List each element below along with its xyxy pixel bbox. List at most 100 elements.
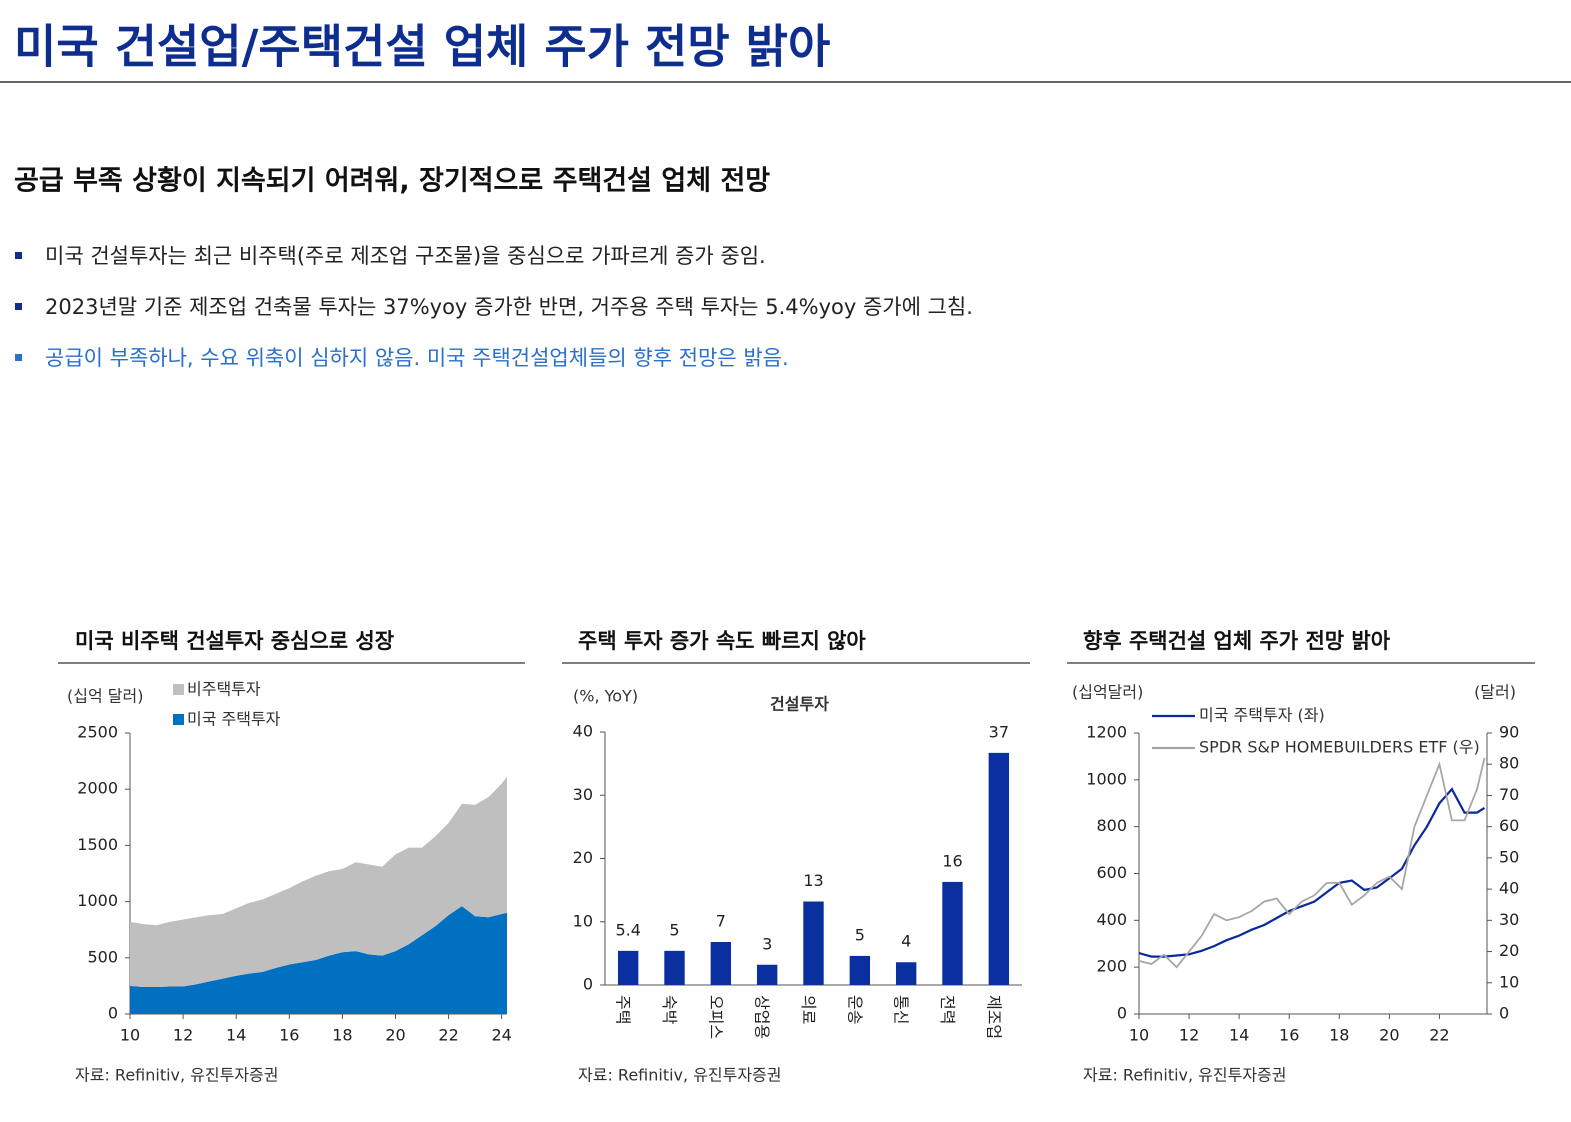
- y-tick-label: 40: [573, 722, 593, 741]
- legend-label: 미국 주택투자 (좌): [1199, 706, 1325, 725]
- bullet: 공급이 부족하나, 수요 위축이 심하지 않음. 미국 주택건설업체들의 향후 …: [45, 346, 789, 370]
- bullet-marker: [15, 252, 22, 259]
- x-tick-label: 12: [173, 1026, 193, 1045]
- y-tick-label: 10: [573, 911, 593, 930]
- inner-title: 건설투자: [770, 695, 829, 714]
- page-title: 미국 건설업/주택건설 업체 주가 전망 밝아: [14, 20, 830, 74]
- x-tick-label: 16: [1279, 1026, 1299, 1045]
- value-label: 16: [942, 851, 962, 870]
- y-tick-label: 1000: [1086, 769, 1127, 788]
- value-label: 7: [716, 911, 726, 930]
- chart-title: 미국 비주택 건설투자 중심으로 성장: [75, 629, 394, 653]
- y-tick-label: 20: [573, 848, 593, 867]
- bar: [849, 955, 871, 985]
- y2-tick-label: 60: [1499, 816, 1519, 835]
- x-tick-label: 10: [120, 1026, 140, 1045]
- y-tick-label: 30: [573, 785, 593, 804]
- x-tick-label: 의료: [799, 995, 818, 1024]
- y2-tick-label: 10: [1499, 972, 1519, 991]
- value-label: 3: [762, 934, 772, 953]
- bar: [895, 962, 917, 985]
- bar: [988, 752, 1010, 985]
- bar: [756, 964, 778, 985]
- bar: [664, 950, 685, 985]
- subtitle: 공급 부족 상황이 지속되기 어려워, 장기적으로 주택건설 업체 전망: [14, 166, 770, 197]
- y-tick-label: 500: [87, 947, 118, 966]
- y-tick-label: 1500: [77, 835, 118, 854]
- source: 자료: Refinitiv, 유진투자증권: [1083, 1066, 1287, 1085]
- x-tick-label: 20: [1379, 1026, 1399, 1045]
- x-tick-label: 22: [1429, 1026, 1449, 1045]
- source: 자료: Refinitiv, 유진투자증권: [578, 1066, 782, 1085]
- value-label: 37: [989, 722, 1009, 741]
- y2-tick-label: 70: [1499, 785, 1519, 804]
- bar: [617, 950, 639, 985]
- bullet: 미국 건설투자는 최근 비주택(주로 제조업 구조물)을 중심으로 가파르게 증…: [45, 244, 766, 268]
- bullet: 2023년말 기준 제조업 건축물 투자는 37%yoy 증가한 반면, 거주용…: [45, 295, 973, 319]
- value-label: 5: [669, 920, 679, 939]
- y2-tick-label: 80: [1499, 754, 1519, 773]
- y2-unit-label: (달러): [1474, 683, 1516, 702]
- x-tick-label: 20: [385, 1026, 405, 1045]
- bullet-marker: [15, 354, 22, 361]
- legend-label: 미국 주택투자: [187, 710, 281, 729]
- y-tick-label: 600: [1096, 863, 1127, 882]
- source: 자료: Refinitiv, 유진투자증권: [75, 1066, 279, 1085]
- y-tick-label: 2000: [77, 779, 118, 798]
- y-tick-label: 200: [1096, 957, 1127, 976]
- value-label: 13: [803, 871, 823, 890]
- chart-title: 주택 투자 증가 속도 빠르지 않아: [578, 629, 866, 653]
- value-label: 4: [901, 932, 911, 951]
- x-tick-label: 운송: [845, 995, 864, 1024]
- line: [1138, 787, 1486, 958]
- y2-tick-label: 40: [1499, 879, 1519, 898]
- bar: [942, 881, 963, 985]
- x-tick-label: 24: [492, 1026, 512, 1045]
- chart-title: 향후 주택건설 업체 주가 전망 밝아: [1083, 629, 1391, 653]
- legend-swatch: [173, 684, 184, 695]
- area: [130, 776, 507, 987]
- x-tick-label: 제조업: [984, 995, 1003, 1039]
- x-tick-label: 18: [332, 1026, 352, 1045]
- y-tick-label: 1000: [77, 891, 118, 910]
- y-tick-label: 400: [1096, 910, 1127, 929]
- x-tick-label: 14: [226, 1026, 246, 1045]
- y2-tick-label: 20: [1499, 941, 1519, 960]
- unit-label: (%, YoY): [573, 687, 638, 706]
- y2-tick-label: 50: [1499, 847, 1519, 866]
- legend-label: 비주택투자: [187, 680, 261, 699]
- x-tick-label: 주택: [614, 995, 633, 1024]
- line: [1138, 757, 1486, 969]
- x-tick-label: 오피스: [706, 995, 725, 1039]
- y-tick-label: 0: [583, 975, 593, 994]
- bar: [803, 901, 824, 985]
- bullet-marker: [15, 303, 22, 310]
- y-tick-label: 800: [1096, 816, 1127, 835]
- y2-tick-label: 0: [1499, 1004, 1509, 1023]
- y-tick-label: 2500: [77, 723, 118, 742]
- bar: [710, 941, 732, 985]
- y-tick-label: 1200: [1086, 723, 1127, 742]
- legend-swatch: [173, 714, 184, 725]
- x-tick-label: 10: [1129, 1026, 1149, 1045]
- y2-tick-label: 90: [1499, 723, 1519, 742]
- y2-tick-label: 30: [1499, 910, 1519, 929]
- x-tick-label: 22: [438, 1026, 458, 1045]
- x-tick-label: 16: [279, 1026, 299, 1045]
- x-tick-label: 12: [1179, 1026, 1199, 1045]
- value-label: 5.4: [615, 920, 640, 939]
- value-label: 5: [855, 925, 865, 944]
- x-tick-label: 상업용: [753, 995, 772, 1039]
- unit-label: (십억 달러): [67, 687, 143, 706]
- y-tick-label: 0: [1117, 1004, 1127, 1023]
- area: [130, 906, 507, 1014]
- unit-label: (십억달러): [1072, 683, 1143, 702]
- x-tick-label: 전력: [938, 995, 957, 1024]
- x-tick-label: 18: [1329, 1026, 1349, 1045]
- x-tick-label: 숙박: [660, 995, 679, 1025]
- x-tick-label: 통신: [892, 995, 911, 1024]
- legend-label: SPDR S&P HOMEBUILDERS ETF (우): [1199, 738, 1480, 757]
- y-tick-label: 0: [108, 1004, 118, 1023]
